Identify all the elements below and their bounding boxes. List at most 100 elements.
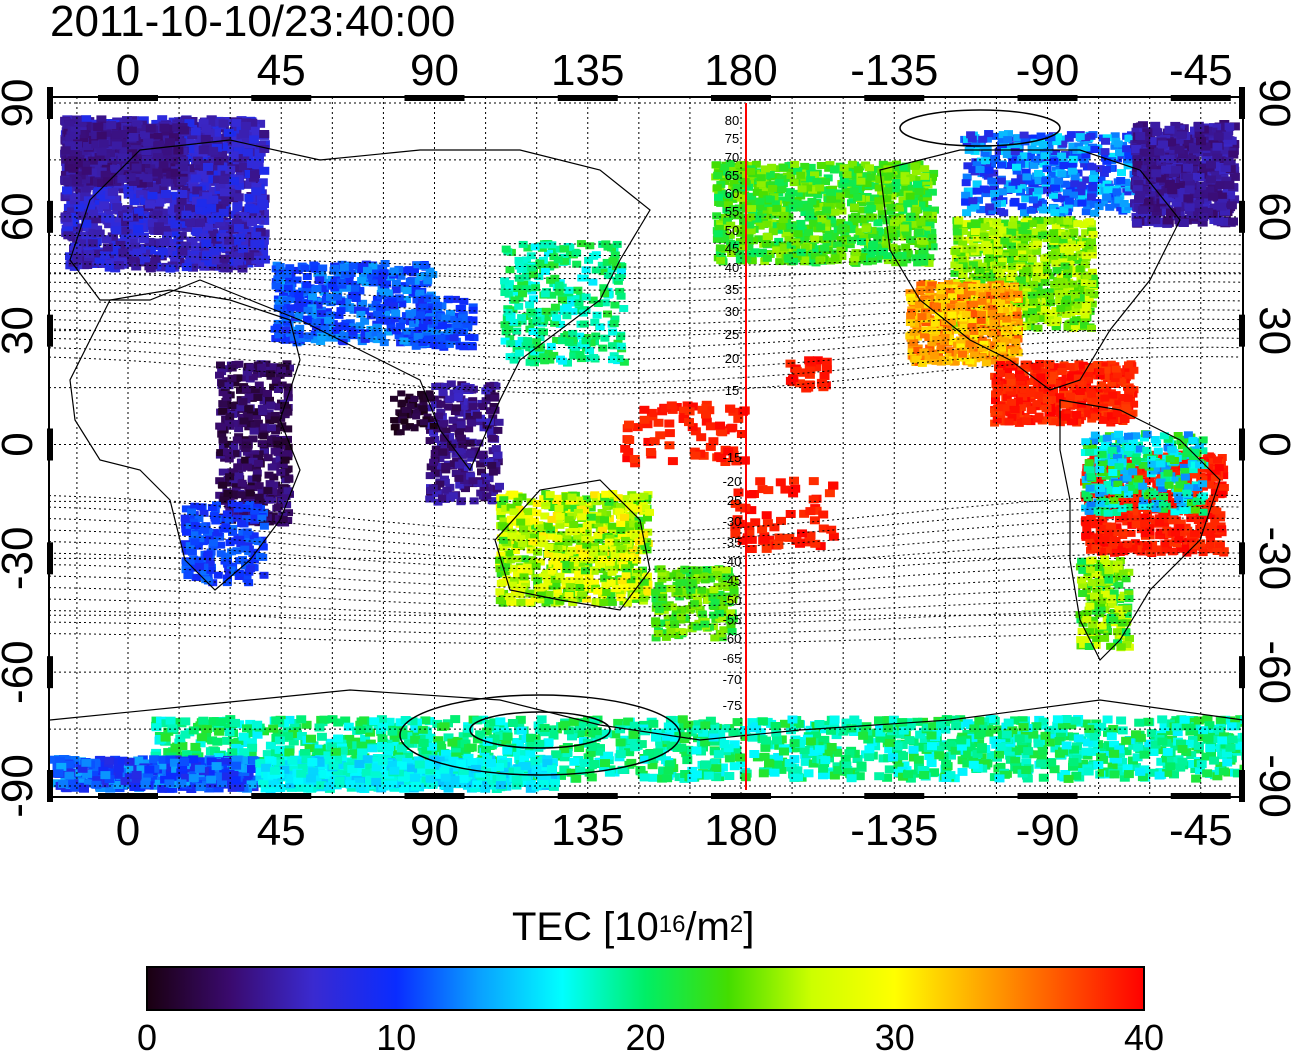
tec-cell [722, 566, 731, 574]
tec-cell [394, 332, 404, 340]
tec-cell [213, 157, 224, 166]
tec-cell [398, 410, 407, 417]
tec-cell [545, 356, 555, 364]
tec-cell [173, 146, 184, 155]
tec-cell [248, 453, 258, 461]
tec-cell [500, 289, 510, 296]
tec-cell [533, 577, 543, 585]
tec-cell [746, 506, 757, 515]
tec-cell [228, 225, 239, 234]
tec-cell [435, 455, 445, 462]
tec-cell [608, 522, 617, 530]
tec-cell [93, 187, 103, 196]
tec-cell [221, 196, 232, 205]
tec-cell [444, 403, 453, 411]
tec-cell [189, 531, 199, 539]
tec-cell [569, 352, 579, 360]
tec-cell [703, 596, 713, 604]
tec-cell [534, 344, 544, 352]
tec-cell [460, 472, 470, 480]
tec-cell [220, 170, 231, 179]
tec-cell [234, 472, 244, 480]
tec-cell [76, 239, 87, 248]
tec-cell [366, 312, 376, 320]
tec-cell [400, 418, 409, 425]
tec-cell [522, 256, 531, 264]
tec-cell [411, 308, 421, 316]
tec-cell [340, 263, 349, 271]
tec-cell [267, 424, 276, 432]
tec-cell [585, 347, 595, 355]
tec-cell [799, 509, 810, 518]
tec-cell [63, 177, 73, 186]
tec-cell [495, 561, 505, 569]
tec-cell [531, 562, 541, 570]
tec-cell [372, 323, 382, 331]
tec-cell [192, 228, 203, 236]
tec-cell [828, 481, 839, 490]
tec-cell [181, 540, 190, 548]
tec-cell [63, 231, 74, 240]
tec-cell [549, 351, 559, 359]
tec-cell [828, 532, 839, 541]
tec-cell [302, 286, 312, 294]
tec-cell [416, 311, 425, 319]
tec-cell [233, 193, 244, 202]
tec-cell [403, 412, 412, 419]
tec-cell [544, 590, 554, 598]
tec-cell [302, 281, 312, 289]
tec-cell [553, 545, 563, 553]
tec-cell [663, 614, 673, 622]
timestamp-title: 2011-10-10/23:40:00 [50, 0, 456, 46]
tec-cell [430, 436, 440, 443]
tec-cell [439, 434, 449, 442]
tec-cell [378, 272, 388, 279]
tec-cell [689, 570, 699, 578]
tec-cell [427, 303, 437, 311]
tec-cell [630, 592, 639, 600]
tec-cell [216, 361, 225, 369]
tec-cell [425, 267, 435, 275]
tec-cell [106, 121, 117, 129]
tec-cell [512, 555, 522, 563]
tec-cell [804, 370, 815, 379]
tec-cell [211, 128, 221, 137]
tec-cell [398, 399, 407, 406]
tec-cell [93, 123, 104, 131]
tec-cell [577, 513, 587, 521]
tec-cell [528, 271, 538, 279]
tec-cell [750, 518, 761, 527]
tec-cell [512, 500, 522, 508]
tec-cell [177, 247, 188, 256]
tec-cell [223, 145, 234, 154]
tec-cell [696, 433, 707, 442]
tec-cell [753, 184, 763, 192]
tec-cell [383, 299, 393, 307]
tec-cell [611, 539, 621, 547]
tec-cell [555, 512, 565, 520]
tec-cell [591, 266, 601, 274]
tec-cell [138, 235, 149, 244]
tec-cell [208, 229, 219, 238]
tec-cell [630, 459, 641, 468]
tec-cell [241, 515, 251, 523]
tec-cell [826, 525, 837, 534]
tec-cell [165, 264, 176, 273]
tec-cell [265, 412, 274, 420]
tec-cell [224, 182, 235, 190]
tec-cell [278, 486, 288, 494]
tec-cell [505, 556, 515, 564]
tec-cell [185, 258, 196, 267]
tec-cell [580, 507, 590, 515]
tec-cell [563, 538, 573, 546]
tec-cell [259, 446, 269, 454]
tec-cell [628, 513, 638, 521]
tec-cell [616, 594, 626, 602]
tec-cell [539, 353, 549, 361]
tec-cell [610, 533, 620, 541]
tec-cell [895, 171, 905, 179]
tec-cell [292, 276, 302, 284]
tec-cell [621, 572, 631, 580]
tec-cell [130, 242, 141, 251]
tec-cell [586, 339, 596, 347]
